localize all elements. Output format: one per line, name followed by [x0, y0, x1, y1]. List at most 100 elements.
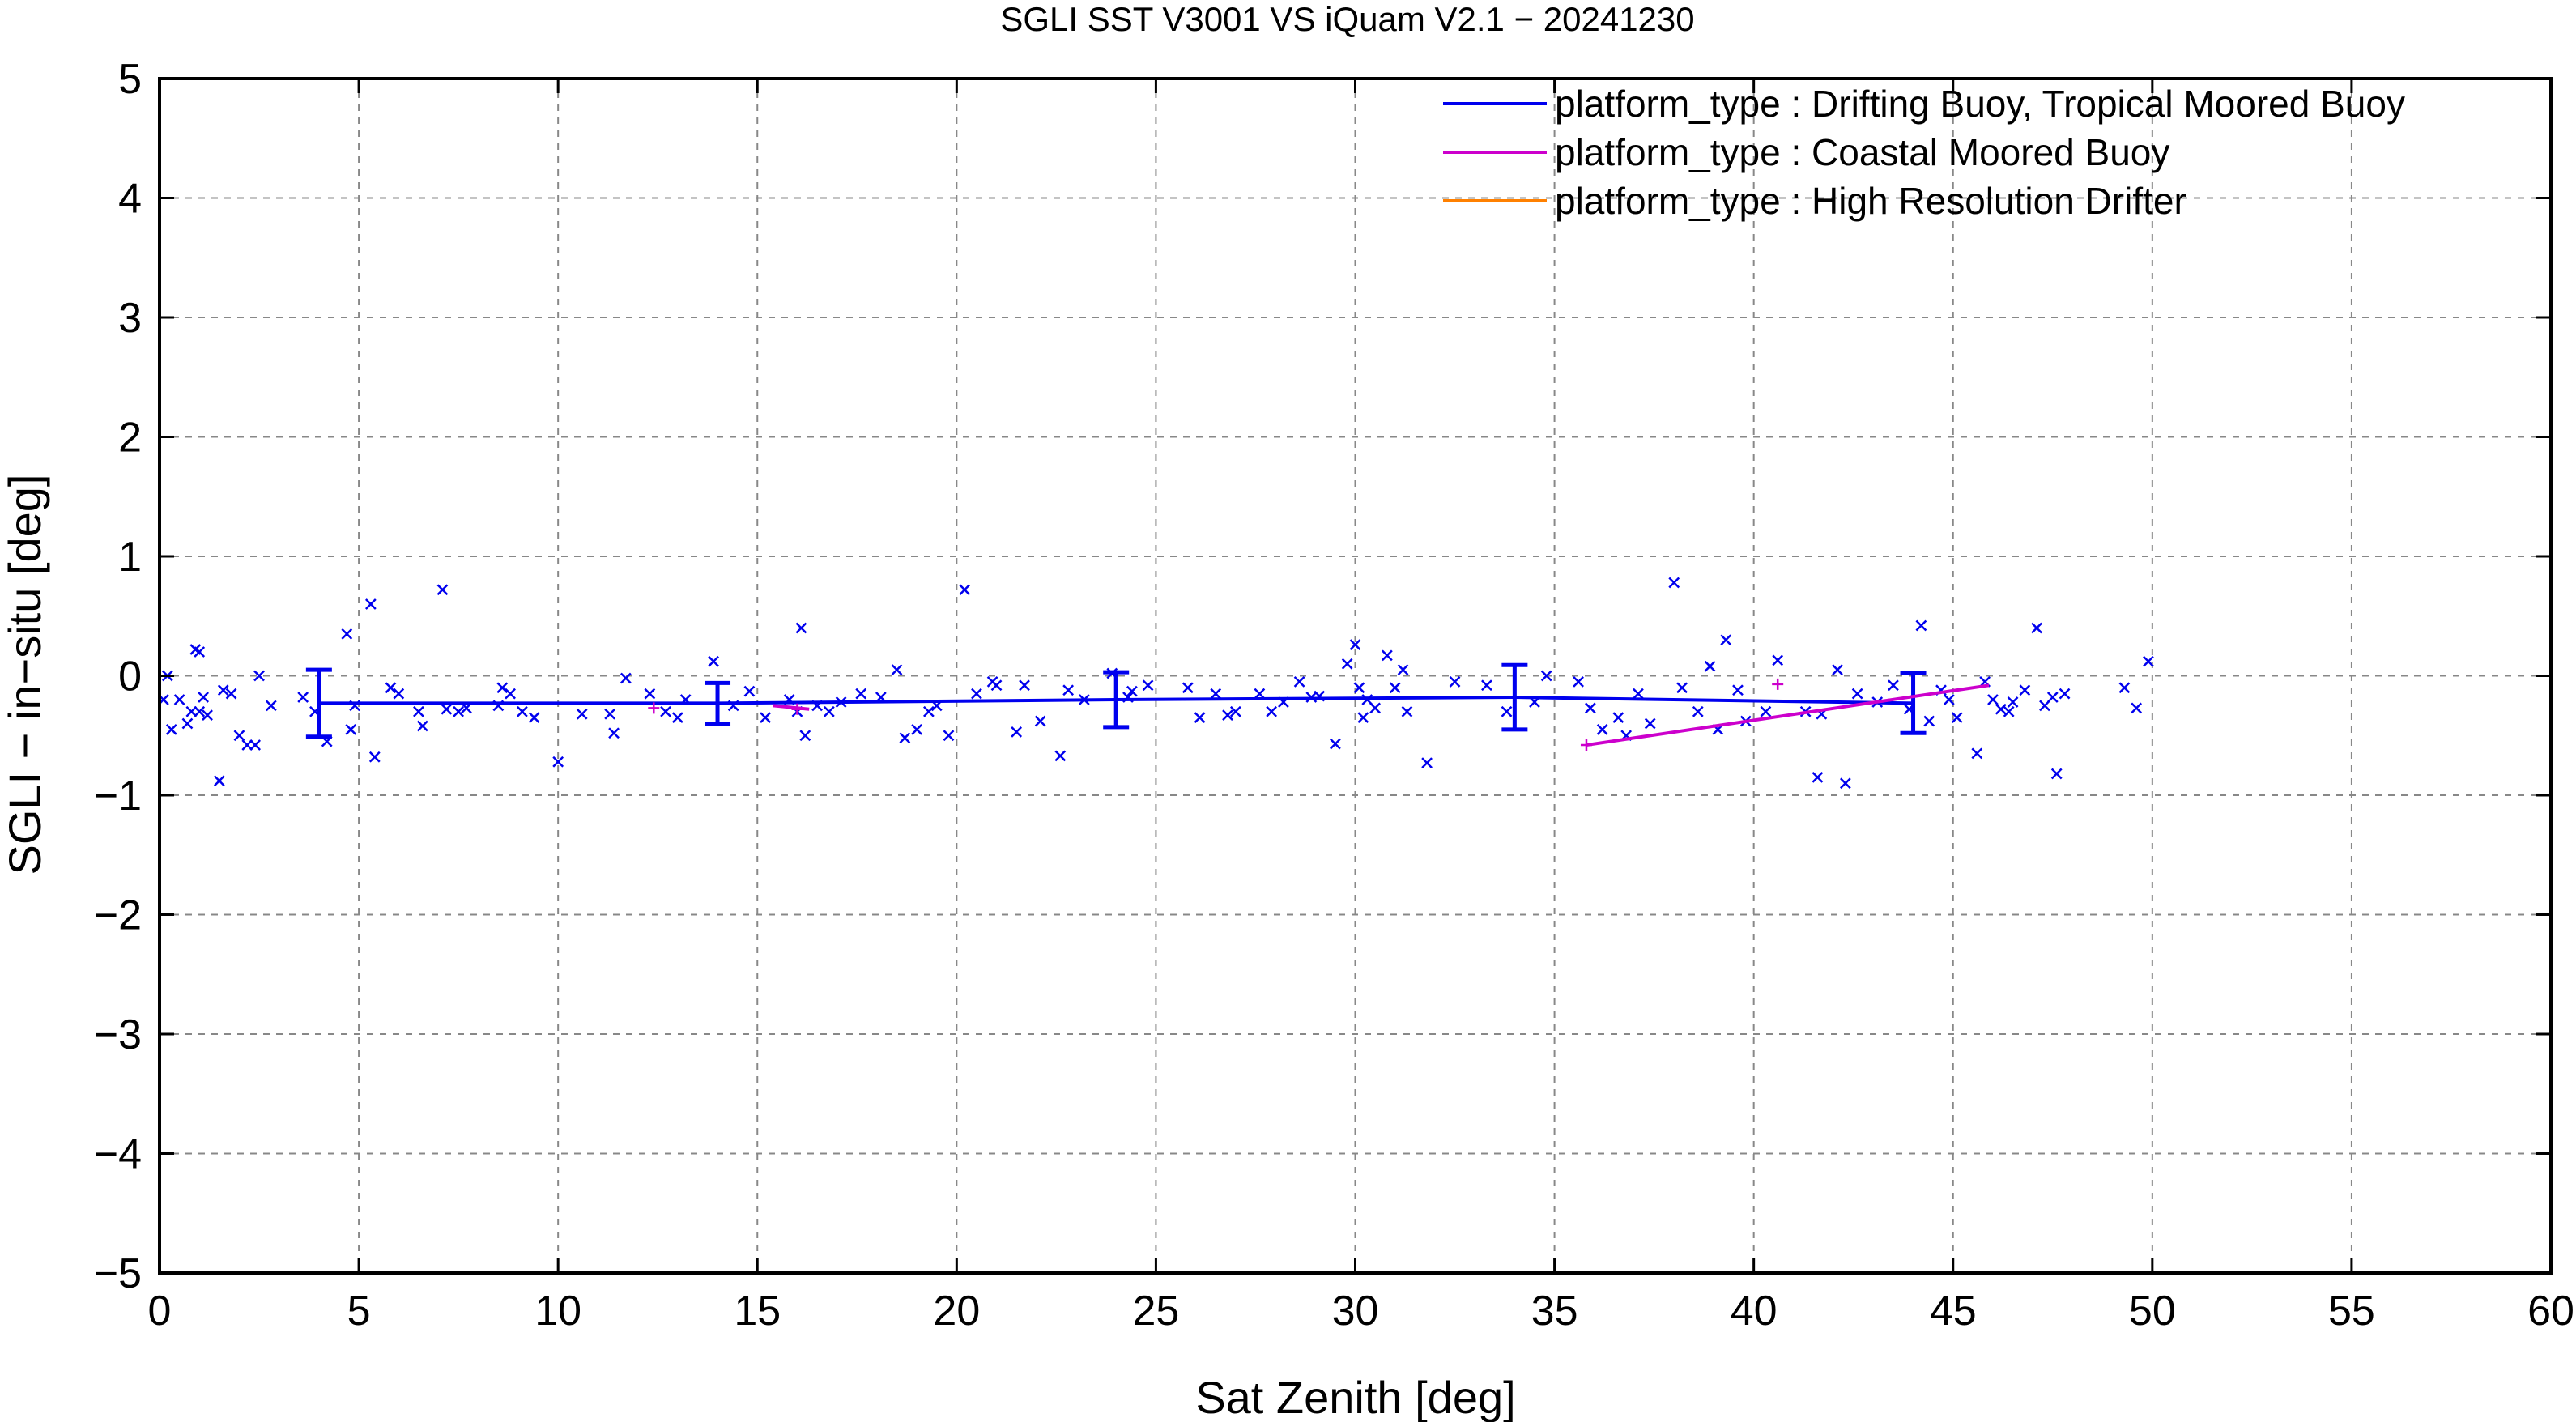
drifting-buoy-point: [165, 723, 177, 735]
drifting-buoy-point: [516, 705, 528, 717]
drifting-buoy-point: [341, 628, 353, 640]
coastal-buoy-trend-line: [1586, 683, 1990, 747]
drifting-buoy-point: [233, 730, 245, 742]
drifting-buoy-point: [604, 708, 616, 720]
drifting-buoy-error-bar: [705, 680, 731, 726]
drifting-buoy-point: [1293, 675, 1305, 688]
drifting-buoy-point: [1054, 750, 1067, 762]
drifting-buoy-point: [265, 700, 277, 712]
drifting-buoy-point: [959, 584, 971, 596]
drifting-buoy-point: [528, 712, 540, 724]
drifting-buoy-point: [1951, 712, 1963, 724]
drifting-buoy-point: [1210, 688, 1222, 700]
drifting-buoy-point: [2046, 692, 2059, 703]
drifting-buoy-point: [225, 688, 237, 700]
drifting-buoy-point: [1019, 679, 1030, 692]
drifting-buoy-point: [2050, 768, 2063, 780]
drifting-buoy-point: [644, 688, 656, 700]
drifting-buoy-point: [1341, 658, 1353, 670]
drifting-buoy-point: [1540, 670, 1552, 682]
drifting-buoy-point: [608, 727, 620, 739]
drifting-buoy-point: [368, 751, 381, 763]
y-tick-label: 0: [118, 654, 142, 700]
drifting-buoy-point: [1126, 685, 1138, 697]
drifting-buoy-point: [2059, 688, 2071, 700]
drifting-buoy-point: [253, 670, 265, 682]
y-tick-label: 4: [118, 176, 142, 223]
x-tick-label: 45: [1930, 1288, 1977, 1335]
x-tick-label: 60: [2527, 1288, 2574, 1335]
drifting-buoy-point: [990, 679, 1003, 692]
drifting-buoy-point: [660, 705, 671, 717]
legend-label: platform_type : Drifting Buoy, Tropical …: [1555, 83, 2405, 125]
drifting-buoy-point: [173, 694, 185, 705]
drifting-buoy-point: [1888, 679, 1899, 692]
drifting-buoy-point: [620, 672, 632, 684]
drifting-buoy-point: [2007, 696, 2019, 708]
drifting-buoy-point: [1062, 684, 1075, 696]
drifting-buoy-point: [441, 703, 453, 715]
drifting-buoy-point: [1704, 660, 1716, 672]
y-tick-label: −4: [94, 1131, 142, 1178]
drifting-buoy-point: [743, 685, 756, 697]
chart-title: SGLI SST V3001 VS iQuam V2.1 − 20241230: [1000, 0, 1694, 38]
drifting-buoy-point: [1266, 705, 1278, 717]
drifting-buoy-point: [1644, 717, 1656, 730]
drifting-buoy-point: [2003, 705, 2015, 717]
drifting-buoy-point: [297, 692, 309, 703]
drifting-buoy-error-bar: [1501, 662, 1528, 732]
drifting-buoy-point: [1839, 777, 1851, 790]
drifting-buoy-point: [1481, 679, 1492, 692]
drifting-buoy-point: [1612, 712, 1624, 724]
drifting-buoy-point: [241, 739, 253, 751]
y-axis-label: SGLI − in−situ [deg]: [0, 475, 50, 875]
y-tick-label: 5: [118, 56, 142, 103]
x-tick-label: 55: [2328, 1288, 2375, 1335]
drifting-buoy-point: [899, 732, 911, 744]
drifting-buoy-point: [364, 598, 377, 610]
y-tick-label: −2: [94, 892, 142, 939]
drifting-buoy-point: [1349, 639, 1361, 651]
y-tick-label: 3: [118, 295, 142, 342]
drifting-buoy-point: [552, 756, 564, 768]
drifting-buoy-point: [1923, 715, 1935, 727]
drifting-buoy-point: [1915, 619, 1927, 632]
drifting-buoy-point: [2143, 655, 2154, 667]
drifting-buoy-point: [1732, 684, 1744, 696]
drifting-buoy-point: [943, 730, 955, 742]
drifting-buoy-point: [1772, 654, 1784, 666]
drifting-buoy-point: [1011, 726, 1023, 738]
drifting-buoy-point: [795, 622, 807, 634]
legend-label: platform_type : High Resolution Drifter: [1555, 180, 2186, 222]
drifting-buoy-point: [1676, 682, 1688, 694]
drifting-buoy-point: [2019, 684, 2031, 696]
drifting-buoy-point: [194, 646, 206, 658]
drifting-buoy-point: [202, 709, 213, 722]
drifting-buoy-point: [971, 688, 982, 700]
drifting-buoy-point: [1369, 702, 1381, 714]
drifting-buoy-point: [1034, 715, 1046, 727]
drifting-buoy-point: [1381, 649, 1393, 662]
drifting-buoy-point: [1401, 705, 1413, 717]
coastal-buoy-point: [1772, 678, 1784, 690]
drifting-buoy-point: [2039, 700, 2050, 712]
grid: [160, 79, 2551, 1273]
drifting-buoy-point: [891, 664, 903, 676]
drifting-buoy-point: [1851, 688, 1863, 700]
drifting-buoy-point: [416, 720, 428, 732]
y-tick-label: −1: [94, 773, 142, 820]
drifting-buoy-point: [217, 684, 229, 696]
x-tick-label: 25: [1132, 1288, 1179, 1335]
drifting-buoy-point: [922, 705, 935, 717]
drifting-buoy-point: [576, 708, 588, 720]
drifting-buoy-point: [1692, 705, 1704, 717]
drifting-buoy-error-bar: [1900, 671, 1927, 735]
x-tick-label: 20: [933, 1288, 980, 1335]
drifting-buoy-point: [760, 712, 771, 724]
drifting-buoy-point: [505, 688, 516, 700]
drifting-buoy-point: [1987, 694, 1999, 705]
drifting-buoy-point: [1254, 688, 1266, 700]
x-tick-label: 10: [534, 1288, 581, 1335]
drifting-buoy-point: [1995, 703, 2007, 715]
